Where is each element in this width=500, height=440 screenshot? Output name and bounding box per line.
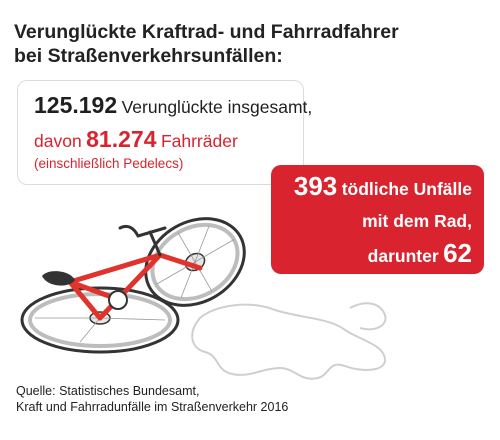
total-line: 125.192 Verunglückte insgesamt, [34,92,312,119]
fatal-number: 393 [293,171,338,201]
bikes-number: 81.274 [86,126,157,152]
headline-line-1: Verunglückte Kraftrad- und Fahrradfahrer [14,21,399,43]
source-line-2: Kraft und Fahrradunfälle im Straßenverke… [16,400,289,414]
crashed-bicycle-illustration [20,217,387,380]
pedelec-label: mit einem Pedelec [319,278,472,298]
headline: Verunglückte Kraftrad- und Fahrradfahrer… [14,20,484,68]
fatal-accidents-box: 393 tödliche Unfälle mit dem Rad, darunt… [271,165,484,298]
chainring [108,290,128,310]
bikes-line: davon 81.274 Fahrräder [34,126,238,153]
handlebar [118,224,167,257]
pedelec-row-2: mit einem Pedelec [271,273,472,305]
bikes-note: (einschließlich Pedelecs) [34,156,184,171]
chalk-body-outline [191,303,387,380]
total-label: Verunglückte insgesamt, [121,97,313,117]
pedelec-row-1: darunter 62 [271,238,472,273]
bikes-prefix: davon [34,131,82,151]
front-wheel [144,217,246,307]
total-number: 125.192 [34,92,118,118]
bike-frame [67,252,203,321]
pedelec-prefix: darunter [367,246,439,266]
saddle [42,271,75,286]
bikes-label: Fahrräder [160,131,238,151]
fatal-row-1: 393 tödliche Unfälle [271,171,472,206]
headline-line-2: bei Straßenverkehrsunfällen: [14,45,283,67]
fatal-row-2: mit dem Rad, [271,206,472,238]
pedelec-number: 62 [443,238,472,268]
source-line-1: Quelle: Statistisches Bundesamt, [16,384,200,398]
fatal-label-2: mit dem Rad, [362,211,472,231]
fatal-label-1: tödliche Unfälle [341,179,472,199]
stat-card: 125.192 Verunglückte insgesamt, davon 81… [17,80,312,185]
source-note: Quelle: Statistisches Bundesamt, Kraft u… [16,383,288,415]
